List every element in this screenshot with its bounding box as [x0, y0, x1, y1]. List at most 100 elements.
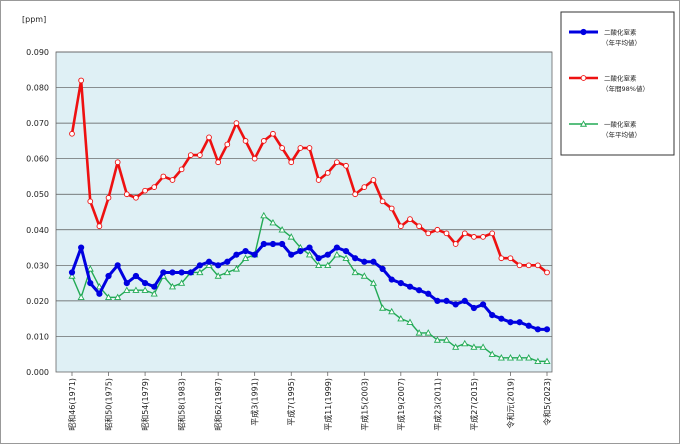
y-tick-label-1: 0.010 — [26, 332, 49, 341]
series-2-point-27 — [315, 261, 323, 269]
series-2-point-24 — [287, 233, 295, 240]
series-2-point-5 — [114, 293, 122, 301]
series-0-point-14 — [196, 262, 203, 269]
series-1-point-17 — [224, 141, 231, 148]
series-2-point-9 — [150, 290, 158, 297]
series-0-point-26 — [306, 244, 313, 251]
series-0-point-48 — [507, 319, 514, 326]
series-1-point-49 — [516, 262, 523, 269]
series-2-point-3 — [95, 282, 103, 290]
series-1-point-28 — [324, 170, 331, 176]
series-2-point-6 — [123, 286, 131, 293]
series-2-point-16 — [214, 272, 222, 279]
series-1-point-8 — [142, 187, 148, 194]
series-2-point-48 — [506, 354, 515, 361]
series-0-point-18 — [233, 251, 240, 258]
series-0-point-0 — [68, 269, 76, 276]
series-1-point-2 — [87, 198, 94, 205]
series-1-point-31 — [352, 191, 359, 198]
series-0-point-16 — [215, 262, 222, 269]
series-1-point-32 — [361, 184, 368, 190]
series-2-point-51 — [534, 357, 542, 365]
series-group — [68, 77, 551, 365]
legend-sublabel-2: （年平均値） — [602, 130, 641, 139]
series-0-point-31 — [352, 255, 359, 262]
series-1 — [69, 77, 550, 276]
series-1-point-13 — [187, 152, 194, 158]
x-tick-label-11: 平成27(2015) — [469, 378, 479, 431]
series-2-point-44 — [470, 343, 478, 350]
series-1-point-20 — [251, 155, 258, 162]
x-tick-label-1: 昭和50(1975) — [105, 378, 114, 431]
x-tick-label-7: 平成11(1999) — [323, 378, 333, 431]
legend-sublabel-0: （年平均値） — [602, 38, 641, 47]
series-2-point-15 — [205, 261, 213, 269]
series-1-point-11 — [169, 177, 176, 183]
series-2-point-21 — [260, 211, 268, 219]
series-2-point-7 — [132, 286, 140, 293]
series-1-point-48 — [507, 255, 514, 262]
series-2-point-29 — [333, 250, 341, 258]
series-1-point-10 — [160, 173, 167, 180]
series-1-point-6 — [123, 191, 130, 198]
series-0-point-49 — [516, 319, 523, 326]
series-1-point-41 — [443, 230, 450, 237]
series-0-point-15 — [205, 258, 213, 265]
y-tick-label-0: 0.000 — [26, 368, 49, 377]
series-0-point-19 — [242, 248, 249, 255]
series-0-point-21 — [260, 240, 267, 248]
y-tick-label-6: 0.060 — [26, 155, 49, 164]
legend: 二酸化窒素（年平均値）二酸化窒素（年間98%値）一酸化窒素（年平均値） — [560, 11, 675, 156]
legend-marker-1 — [580, 75, 587, 81]
series-0-point-9 — [151, 283, 158, 290]
series-0-point-4 — [105, 272, 112, 280]
series-2-point-4 — [104, 293, 113, 301]
series-0-point-23 — [278, 240, 286, 248]
series-0-point-27 — [315, 255, 322, 262]
series-0-point-1 — [78, 244, 85, 251]
y-tick-label-2: 0.020 — [26, 297, 49, 306]
series-0-point-30 — [342, 248, 350, 255]
series-0-point-46 — [489, 312, 496, 319]
series-2-point-23 — [278, 226, 286, 233]
legend-marker-2 — [579, 120, 588, 127]
series-0-point-50 — [525, 322, 532, 329]
x-tick-label-4: 昭和62(1987) — [214, 378, 223, 431]
series-2-point-41 — [442, 336, 451, 343]
series-1-point-30 — [343, 162, 349, 169]
series-0-point-3 — [96, 290, 103, 297]
series-0-point-40 — [434, 297, 441, 304]
series-0-point-29 — [333, 244, 341, 251]
legend-items: 二酸化窒素（年平均値）二酸化窒素（年間98%値）一酸化窒素（年平均値） — [569, 28, 649, 139]
series-1-point-21 — [260, 138, 267, 144]
series-1-point-47 — [498, 255, 505, 262]
series-2-point-1 — [77, 293, 85, 301]
plot-area — [56, 52, 552, 372]
series-1-point-25 — [297, 145, 304, 151]
series-2-point-47 — [497, 354, 505, 361]
series-0-point-32 — [361, 258, 368, 265]
series-1-point-1 — [78, 77, 84, 84]
series-1-point-18 — [233, 120, 240, 126]
x-tick-label-6: 平成7(1995) — [286, 378, 296, 426]
x-tick-label-8: 平成15(2003) — [359, 378, 369, 431]
series-2-point-45 — [479, 343, 487, 350]
series-1-point-44 — [471, 234, 477, 240]
y-tick-label-9: 0.090 — [26, 48, 49, 57]
y-tick-label-5: 0.050 — [26, 190, 49, 199]
series-0-point-47 — [498, 315, 505, 322]
series-0-point-51 — [534, 326, 541, 333]
series-2-point-2 — [86, 265, 94, 272]
series-2 — [68, 211, 551, 365]
x-tick-label-10: 平成23(2011) — [432, 378, 442, 431]
series-0-point-33 — [370, 258, 377, 265]
series-1-point-38 — [416, 223, 422, 230]
series-1-point-40 — [434, 226, 441, 233]
series-1-point-52 — [544, 269, 550, 276]
series-2-point-17 — [223, 268, 231, 276]
series-0-point-13 — [187, 269, 194, 276]
series-2-point-38 — [415, 329, 423, 336]
y-axis-unit: [ppm] — [22, 15, 46, 24]
series-1-point-5 — [114, 159, 121, 166]
